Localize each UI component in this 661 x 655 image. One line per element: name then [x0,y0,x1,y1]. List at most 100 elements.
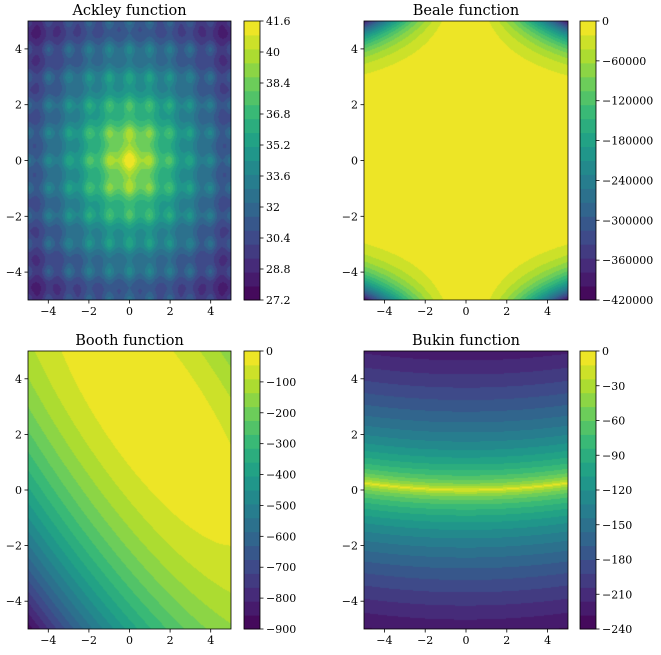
colorbar-band [244,615,260,630]
colorbar-band [244,216,260,231]
colorbar-band [244,364,260,380]
y-tick-label: 2 [15,428,22,441]
x-tick-label: 0 [126,305,133,318]
colorbar-band [244,230,260,245]
y-tick-label: 0 [351,155,358,168]
colorbar-tick-label: 35.2 [266,139,291,152]
y-tick-label: 0 [15,484,22,497]
colorbar-tick-label: 41.6 [266,15,291,28]
y-tick-label: 2 [351,99,358,112]
colorbar-band [580,202,596,217]
colorbar-band [244,146,260,161]
colorbar-tick-label: −90 [602,449,625,462]
colorbar: 0 −30 −60 −90 −120 −150 −180 −210 −240 [579,345,632,636]
heatmap-ackley [28,21,231,300]
colorbar-frame [579,20,597,301]
y-tick-label: −2 [342,210,358,223]
y-tick-label: 4 [351,43,358,56]
colorbar-band [580,406,596,421]
colorbar-band [244,132,260,148]
colorbar-band [580,244,596,259]
colorbar-tick-label: −500 [266,499,296,512]
x-tick-label: 2 [167,305,174,318]
colorbar-tick-label: −180000 [602,135,653,148]
colorbar-tick-label: 36.8 [266,108,291,121]
colorbar-band [580,364,596,380]
colorbar-band [580,90,596,106]
y-tick-label: −4 [342,595,358,608]
colorbar-band [580,118,596,134]
colorbar-tick-label: −200 [266,407,296,420]
colorbar-band [580,286,596,301]
y-tick-label: 4 [15,373,22,386]
colorbar-band [580,272,596,287]
colorbar-band [244,503,260,519]
colorbar-band [580,517,596,533]
y-tick-label: −2 [342,540,358,553]
colorbar-band [580,230,596,245]
colorbar-band [580,132,596,148]
heatmap-booth [28,351,231,629]
colorbar-band [244,351,260,366]
colorbar-band [244,448,260,463]
colorbar-band [244,202,260,217]
colorbar-band [580,420,596,435]
colorbar-tick-label: −300000 [602,214,653,227]
colorbar-tick-label: 27.2 [266,294,291,307]
colorbar-band [580,48,596,64]
colorbar: 0 −100 −200 −300 −400 −500 −600 −700 −800 −900 [243,345,296,636]
colorbar-band [244,434,260,449]
colorbar-band [580,503,596,519]
colorbar-band [244,517,260,533]
subplot-title: Bukin function [412,333,520,349]
subplot-title: Beale function [413,3,519,19]
colorbar-frame [243,20,261,301]
y-tick-label: −4 [6,266,22,279]
colorbar-tick-label: −800 [266,592,296,605]
colorbar-band [244,545,260,560]
x-tick-label: −2 [417,305,433,318]
colorbar-tick-label: −150 [602,519,632,532]
colorbar-band [244,90,260,106]
colorbar-band [580,21,596,36]
colorbar-tick-label: 30.4 [266,232,291,245]
colorbar-band [580,160,596,175]
colorbar-band [244,188,260,203]
x-tick-label: −2 [81,634,97,647]
colorbar-band [580,559,596,574]
heatmap-beale [364,21,568,300]
colorbar-band [580,434,596,449]
x-tick-label: 0 [463,634,470,647]
x-tick-label: 4 [207,305,214,318]
colorbar-tick-label: −30 [602,380,625,393]
colorbar-tick-label: 33.6 [266,170,291,183]
colorbar-tick-label: 40 [266,46,280,59]
colorbar-tick-label: −900 [266,623,296,636]
colorbar-tick-label: −60000 [602,55,646,68]
x-tick-label: −2 [81,305,97,318]
colorbar-band [244,462,260,477]
colorbar-band [580,76,596,92]
subplot-bukin: Bukin function −4 −2 0 2 4 −4 −2 0 2 4 0 −30 −60 −90 −1… [342,333,632,647]
colorbar-band [244,392,260,408]
colorbar-frame [243,350,261,630]
x-tick-label: −4 [376,305,392,318]
colorbar-band [580,34,596,50]
colorbar-tick-label: −100 [266,376,296,389]
colorbar-band [244,174,260,189]
colorbar-band [244,406,260,421]
x-tick-label: 4 [544,305,551,318]
colorbar-band [244,420,260,435]
colorbar-tick-label: −400 [266,469,296,482]
colorbar-band [244,573,260,588]
colorbar-band [244,587,260,602]
y-tick-label: 4 [15,43,22,56]
y-tick-label: 2 [15,99,22,112]
colorbar-band [244,601,260,616]
y-tick-label: −2 [6,210,22,223]
colorbar-band [244,21,260,36]
colorbar-band [580,392,596,408]
colorbar-band [580,174,596,189]
colorbar-band [244,258,260,273]
